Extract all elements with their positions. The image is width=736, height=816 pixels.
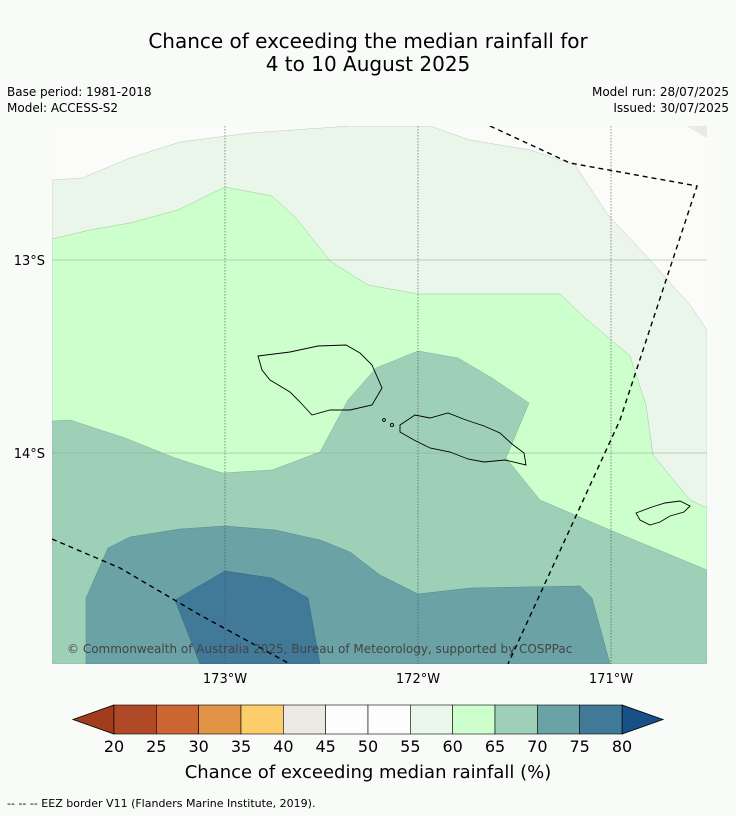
colorbar-label: Chance of exceeding median rainfall (%) — [185, 762, 552, 783]
gridlines — [52, 126, 707, 664]
issued-date: Issued: 30/07/2025 — [613, 101, 729, 115]
model-name: Model: ACCESS-S2 — [7, 101, 119, 115]
map-title: Chance of exceeding the median rainfall … — [0, 30, 736, 76]
lon-label-172w: 172°W — [396, 672, 440, 687]
lat-label-13s: 13°S — [14, 254, 45, 269]
colorbar-tick-label: 20 — [104, 737, 124, 756]
colorbar-cell — [240, 704, 284, 735]
colorbar-cell — [113, 704, 157, 735]
colorbar: 20 25 30 35 40 45 50 55 60 65 70 75 80 Chance of exc… — [71, 704, 665, 783]
colorbar-cell — [494, 704, 538, 735]
colorbar-tick-label: 35 — [231, 737, 251, 756]
eez-footnote: -- -- -- EEZ border V11 (Flanders Marine… — [7, 797, 316, 810]
colorbar-tick-label: 60 — [442, 737, 462, 756]
colorbar-ticks: 20 25 30 35 40 45 50 55 60 65 70 75 80 — [104, 737, 632, 756]
colorbar-cell — [537, 704, 580, 735]
lon-label-173w: 173°W — [203, 672, 247, 687]
colorbar-cell — [410, 704, 453, 735]
eez-borders — [52, 126, 698, 664]
colorbar-tick-label: 50 — [358, 737, 378, 756]
islands — [257, 344, 691, 526]
island-tutuila — [635, 500, 691, 526]
meta-right: Model run: 28/07/2025 Issued: 30/07/2025 — [592, 84, 729, 116]
copyright-credit: © Commonwealth of Australia 2025, Bureau… — [67, 642, 572, 656]
colorbar-tick-label: 45 — [315, 737, 335, 756]
colorbar-cell — [156, 704, 199, 735]
band-40-45-patch — [686, 126, 707, 138]
map-panel: © Commonwealth of Australia 2025, Bureau… — [52, 126, 707, 664]
lat-label-14s: 14°S — [14, 447, 45, 462]
title-line-1: Chance of exceeding the median rainfall … — [148, 29, 588, 53]
colorbar-cell — [579, 704, 623, 735]
colorbar-tick-label: 55 — [400, 737, 420, 756]
islet-apolima — [382, 418, 386, 422]
lon-label-171w: 171°W — [589, 672, 633, 687]
colorbar-tick-label: 65 — [485, 737, 505, 756]
islet-manono — [389, 422, 395, 428]
eez-border-southwest — [52, 538, 291, 664]
colorbar-cells — [113, 704, 623, 735]
colorbar-tick-label: 70 — [527, 737, 547, 756]
colorbar-cell — [198, 704, 242, 735]
colorbar-tick-label: 80 — [612, 737, 632, 756]
colorbar-tick-label: 40 — [273, 737, 293, 756]
colorbar-cell — [283, 704, 326, 735]
colorbar-cell — [367, 704, 411, 735]
base-period: Base period: 1981-2018 — [7, 85, 152, 99]
eez-border-east — [489, 126, 698, 664]
colorbar-over-arrow — [621, 704, 665, 735]
colorbar-cell — [325, 704, 369, 735]
title-line-2: 4 to 10 August 2025 — [265, 52, 471, 76]
meta-left: Base period: 1981-2018 Model: ACCESS-S2 — [7, 84, 152, 116]
colorbar-tick-label: 75 — [569, 737, 589, 756]
island-savaii — [257, 344, 383, 416]
colorbar-tick-label: 25 — [146, 737, 166, 756]
colorbar-tick-label: 30 — [188, 737, 208, 756]
colorbar-cell — [452, 704, 496, 735]
island-upolu — [399, 412, 527, 466]
colorbar-under-arrow — [71, 704, 115, 735]
model-run: Model run: 28/07/2025 — [591, 85, 729, 99]
